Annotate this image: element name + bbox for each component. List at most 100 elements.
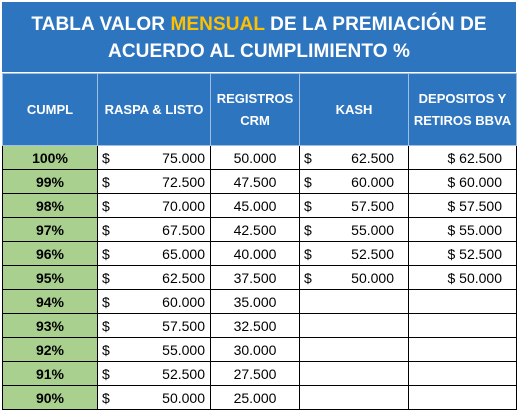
currency-symbol: $ (102, 173, 110, 190)
header-registros[interactable]: REGISTROS CRM (210, 73, 300, 146)
cell-registros[interactable]: 27.500 (210, 361, 300, 386)
kash-value: 50.000 (351, 269, 394, 286)
cell-cumpl[interactable]: 96% (2, 241, 98, 266)
cell-kash[interactable]: $50.000 (299, 265, 409, 290)
cell-depositos[interactable]: $ 60.000 (408, 169, 517, 194)
raspa-value: 62.500 (162, 269, 205, 286)
cell-registros[interactable]: 35.000 (210, 289, 300, 314)
cell-kash[interactable]: $57.500 (299, 193, 409, 218)
cell-raspa[interactable]: $60.000 (97, 289, 211, 314)
kash-value: 60.000 (351, 173, 394, 190)
kash-value: 57.500 (351, 197, 394, 214)
cell-registros[interactable]: 40.000 (210, 241, 300, 266)
raspa-value: 60.000 (162, 293, 205, 310)
cell-registros[interactable]: 45.000 (210, 193, 300, 218)
cell-depositos[interactable]: $ 52.500 (408, 241, 517, 266)
header-row: CUMPL RASPA & LISTO REGISTROS CRM KASH D… (2, 73, 517, 146)
cell-kash[interactable]: $55.000 (299, 217, 409, 242)
prize-table: CUMPL RASPA & LISTO REGISTROS CRM KASH D… (2, 73, 517, 410)
table-row: 91% $52.500 27.500 (2, 361, 517, 386)
currency-symbol: $ (102, 149, 110, 166)
cell-registros[interactable]: 25.000 (210, 385, 300, 410)
currency-symbol: $ (102, 197, 110, 214)
cell-raspa[interactable]: $72.500 (97, 169, 211, 194)
cell-cumpl[interactable]: 98% (2, 193, 98, 218)
cell-registros[interactable]: 50.000 (210, 145, 300, 170)
table-row: 92% $55.000 30.000 (2, 337, 517, 362)
table-row: 95% $62.500 37.500 $50.000 $ 50.000 (2, 265, 517, 290)
raspa-value: 75.000 (162, 149, 205, 166)
currency-symbol: $ (304, 245, 312, 262)
header-raspa[interactable]: RASPA & LISTO (97, 73, 211, 146)
cell-raspa[interactable]: $52.500 (97, 361, 211, 386)
cell-kash[interactable] (299, 361, 409, 386)
cell-raspa[interactable]: $65.000 (97, 241, 211, 266)
cell-raspa[interactable]: $50.000 (97, 385, 211, 410)
kash-value: 55.000 (351, 221, 394, 238)
currency-symbol: $ (102, 389, 110, 406)
currency-symbol: $ (304, 197, 312, 214)
raspa-value: 55.000 (162, 341, 205, 358)
cell-depositos[interactable] (408, 385, 517, 410)
cell-kash[interactable] (299, 385, 409, 410)
currency-symbol: $ (102, 221, 110, 238)
cell-kash[interactable]: $60.000 (299, 169, 409, 194)
raspa-value: 57.500 (162, 317, 205, 334)
cell-cumpl[interactable]: 97% (2, 217, 98, 242)
cell-cumpl[interactable]: 100% (2, 145, 98, 170)
cell-cumpl[interactable]: 92% (2, 337, 98, 362)
cell-registros[interactable]: 37.500 (210, 265, 300, 290)
cell-depositos[interactable] (408, 361, 517, 386)
cell-depositos[interactable] (408, 337, 517, 362)
cell-raspa[interactable]: $70.000 (97, 193, 211, 218)
kash-value: 52.500 (351, 245, 394, 262)
table-row: 98% $70.000 45.000 $57.500 $ 57.500 (2, 193, 517, 218)
raspa-value: 50.000 (162, 389, 205, 406)
currency-symbol: $ (102, 245, 110, 262)
cell-raspa[interactable]: $62.500 (97, 265, 211, 290)
cell-raspa[interactable]: $67.500 (97, 217, 211, 242)
raspa-value: 72.500 (162, 173, 205, 190)
cell-registros[interactable]: 30.000 (210, 337, 300, 362)
cell-registros[interactable]: 32.500 (210, 313, 300, 338)
currency-symbol: $ (102, 317, 110, 334)
cell-depositos[interactable]: $ 57.500 (408, 193, 517, 218)
cell-raspa[interactable]: $55.000 (97, 337, 211, 362)
currency-symbol: $ (304, 221, 312, 238)
cell-registros[interactable]: 47.500 (210, 169, 300, 194)
currency-symbol: $ (102, 293, 110, 310)
cell-depositos[interactable]: $ 50.000 (408, 265, 517, 290)
cell-kash[interactable] (299, 313, 409, 338)
cell-cumpl[interactable]: 90% (2, 385, 98, 410)
cell-kash[interactable]: $52.500 (299, 241, 409, 266)
cell-depositos[interactable] (408, 313, 517, 338)
table-body: 100% $75.000 50.000 $62.500 $ 62.500 99% $72.5… (2, 145, 517, 410)
cell-kash[interactable]: $62.500 (299, 145, 409, 170)
cell-kash[interactable] (299, 289, 409, 314)
cell-cumpl[interactable]: 94% (2, 289, 98, 314)
currency-symbol: $ (304, 173, 312, 190)
table-title: TABLA VALOR MENSUAL DE LA PREMIACIÓN DE … (2, 2, 516, 72)
cell-raspa[interactable]: $75.000 (97, 145, 211, 170)
currency-symbol: $ (304, 269, 312, 286)
currency-symbol: $ (102, 365, 110, 382)
header-kash[interactable]: KASH (299, 73, 409, 146)
cell-cumpl[interactable]: 91% (2, 361, 98, 386)
cell-cumpl[interactable]: 93% (2, 313, 98, 338)
cell-depositos[interactable] (408, 289, 517, 314)
table-row: 93% $57.500 32.500 (2, 313, 517, 338)
table-row: 94% $60.000 35.000 (2, 289, 517, 314)
cell-registros[interactable]: 42.500 (210, 217, 300, 242)
cell-depositos[interactable]: $ 62.500 (408, 145, 517, 170)
currency-symbol: $ (102, 269, 110, 286)
cell-kash[interactable] (299, 337, 409, 362)
table-row: 99% $72.500 47.500 $60.000 $ 60.000 (2, 169, 517, 194)
currency-symbol: $ (304, 149, 312, 166)
header-depositos[interactable]: DEPOSITOS Y RETIROS BBVA (408, 73, 517, 146)
cell-depositos[interactable]: $ 55.000 (408, 217, 517, 242)
cell-raspa[interactable]: $57.500 (97, 313, 211, 338)
cell-cumpl[interactable]: 95% (2, 265, 98, 290)
header-cumpl[interactable]: CUMPL (2, 73, 98, 146)
cell-cumpl[interactable]: 99% (2, 169, 98, 194)
